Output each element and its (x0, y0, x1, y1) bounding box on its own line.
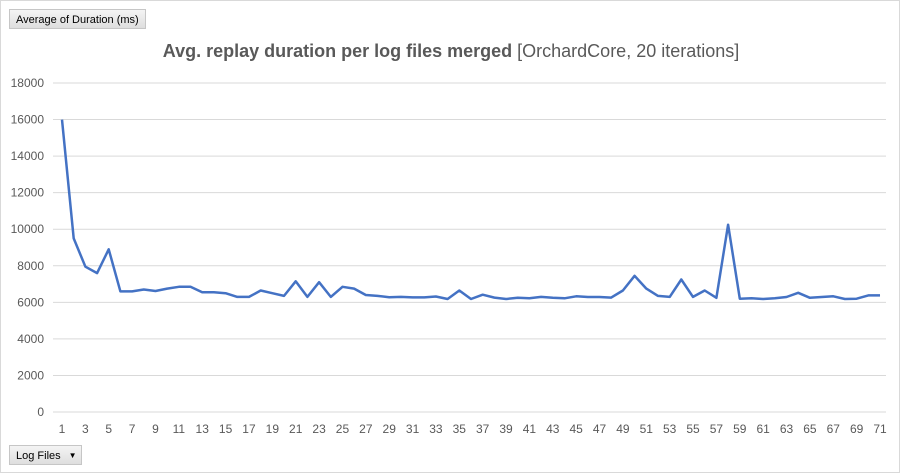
x-tick-label: 35 (453, 422, 467, 436)
x-tick-label: 27 (359, 422, 373, 436)
y-axis-labels: 0 2000 4000 6000 8000 10000 12000 14000 16000 180… (11, 76, 45, 419)
gridlines (53, 83, 886, 412)
y-tick-label: 8000 (17, 259, 44, 273)
y-tick-label: 18000 (11, 76, 45, 90)
x-tick-label: 19 (266, 422, 280, 436)
x-tick-label: 69 (850, 422, 864, 436)
x-tick-label: 47 (593, 422, 607, 436)
y-tick-label: 2000 (17, 368, 44, 382)
y-tick-label: 0 (37, 405, 44, 419)
x-tick-label: 17 (242, 422, 256, 436)
x-tick-label: 1 (59, 422, 66, 436)
dropdown-arrow-icon: ▼ (69, 446, 77, 466)
x-tick-label: 9 (152, 422, 159, 436)
x-tick-label: 65 (803, 422, 817, 436)
x-tick-label: 51 (640, 422, 654, 436)
x-tick-label: 39 (499, 422, 513, 436)
x-tick-label: 49 (616, 422, 630, 436)
axis-field-label: Log Files (16, 450, 61, 462)
x-tick-label: 55 (686, 422, 700, 436)
x-tick-label: 11 (173, 422, 186, 436)
series-line (62, 120, 880, 299)
x-tick-label: 25 (336, 422, 350, 436)
x-tick-label: 15 (219, 422, 233, 436)
series-line-group (62, 119, 880, 299)
x-tick-label: 33 (429, 422, 443, 436)
x-tick-label: 63 (780, 422, 794, 436)
y-tick-label: 12000 (11, 186, 45, 200)
x-tick-label: 43 (546, 422, 560, 436)
x-tick-label: 7 (129, 422, 136, 436)
x-tick-label: 5 (105, 422, 112, 436)
x-tick-label: 61 (756, 422, 770, 436)
x-tick-label: 53 (663, 422, 677, 436)
x-tick-label: 59 (733, 422, 747, 436)
x-tick-label: 21 (289, 422, 303, 436)
axis-field-button[interactable]: Log Files ▼ (9, 445, 82, 465)
x-tick-label: 45 (569, 422, 583, 436)
y-tick-label: 16000 (11, 113, 45, 127)
x-tick-label: 67 (827, 422, 841, 436)
y-tick-label: 6000 (17, 295, 44, 309)
x-tick-label: 31 (406, 422, 420, 436)
x-tick-label: 37 (476, 422, 490, 436)
y-tick-label: 10000 (11, 222, 45, 236)
x-tick-label: 29 (383, 422, 397, 436)
y-tick-label: 4000 (17, 332, 44, 346)
x-tick-label: 3 (82, 422, 89, 436)
x-tick-label: 23 (312, 422, 326, 436)
x-tick-label: 71 (873, 422, 887, 436)
x-tick-label: 13 (196, 422, 210, 436)
x-tick-label: 57 (710, 422, 724, 436)
x-tick-label: 41 (523, 422, 537, 436)
y-tick-label: 14000 (11, 149, 45, 163)
